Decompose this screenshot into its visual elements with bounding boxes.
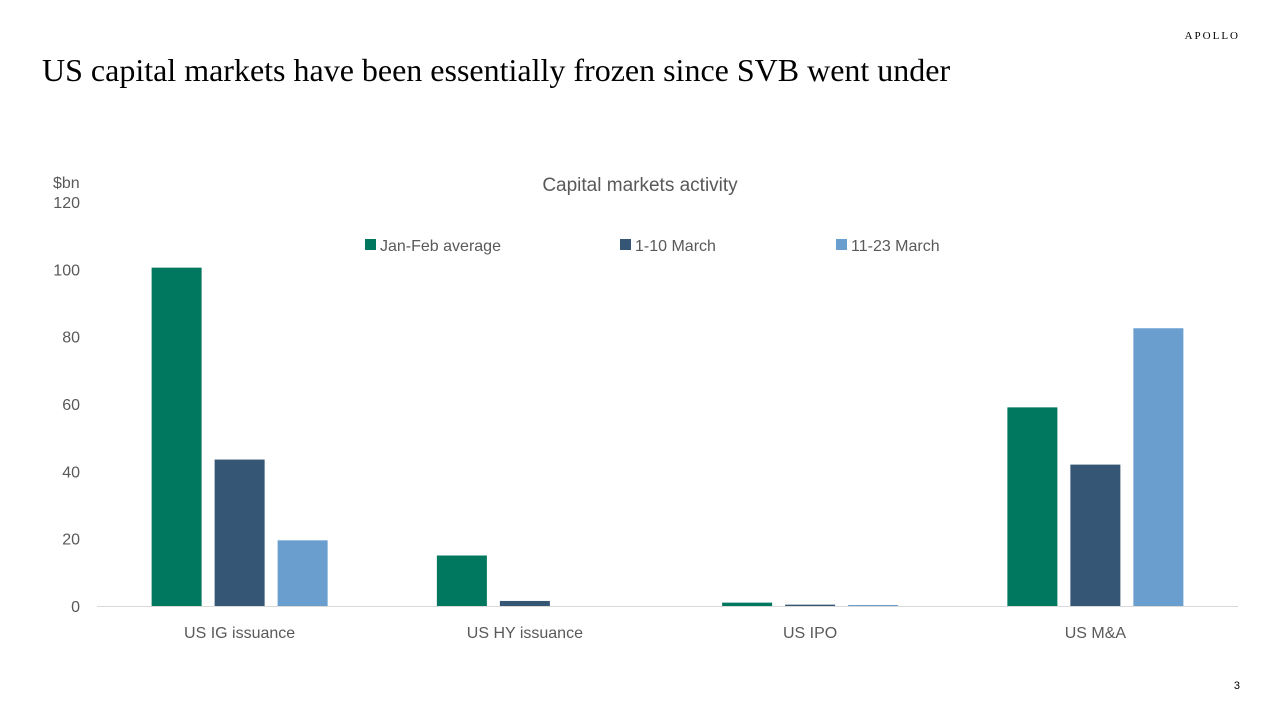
legend-label: 11-23 March — [851, 238, 940, 255]
y-tick-label: 40 — [62, 464, 80, 481]
legend-swatch — [836, 239, 847, 250]
bars — [151, 267, 1184, 606]
y-tick-label: 0 — [71, 599, 80, 616]
legend-label: Jan-Feb average — [380, 238, 501, 255]
x-tick-label: US M&A — [1065, 625, 1127, 642]
bar — [1133, 328, 1184, 606]
brand-logo: APOLLO — [1184, 30, 1240, 42]
x-tick-label: US IPO — [783, 625, 837, 642]
legend-label: 1-10 March — [635, 238, 716, 255]
y-tick-label: 80 — [62, 330, 80, 347]
y-axis: 0 20 40 60 80 100 120 — [53, 195, 80, 616]
page-number: 3 — [1233, 680, 1240, 692]
bar — [436, 555, 487, 606]
bar — [848, 604, 899, 606]
y-tick-label: 120 — [53, 195, 80, 212]
x-tick-label: US IG issuance — [184, 625, 295, 642]
chart-title: Capital markets activity — [542, 175, 738, 196]
bar — [277, 540, 328, 606]
bar — [1070, 464, 1121, 606]
bar — [722, 602, 773, 606]
bar — [499, 600, 550, 606]
legend-swatch — [620, 239, 631, 250]
y-axis-unit-label: $bn — [53, 175, 80, 192]
y-tick-label: 100 — [53, 262, 80, 279]
legend: Jan-Feb average 1-10 March 11-23 March — [365, 238, 940, 255]
x-axis: US IG issuance US HY issuance US IPO US M&A — [184, 625, 1126, 642]
bar — [785, 604, 836, 606]
y-tick-label: 20 — [62, 532, 80, 549]
bar — [151, 267, 202, 606]
bar — [214, 459, 265, 606]
y-tick-label: 60 — [62, 397, 80, 414]
slide-title: US capital markets have been essentially… — [42, 52, 951, 88]
bar — [1007, 407, 1058, 606]
x-tick-label: US HY issuance — [467, 625, 583, 642]
legend-swatch — [365, 239, 376, 250]
